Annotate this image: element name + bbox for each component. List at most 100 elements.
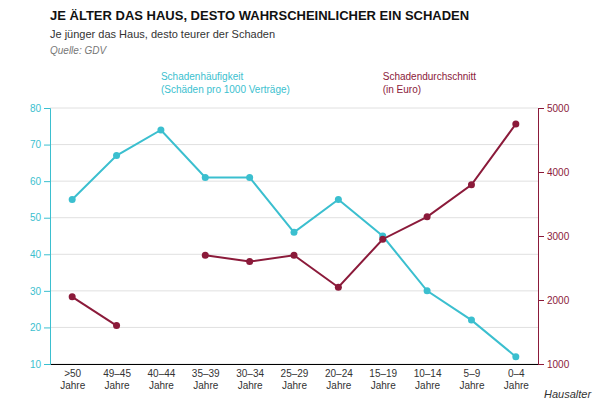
tick-mark bbox=[44, 181, 50, 182]
y-axis: 1020304050607080 bbox=[30, 103, 51, 370]
marks bbox=[69, 121, 520, 361]
x-axis-title: Hausalter bbox=[544, 388, 592, 400]
tick-label-line: 49–45 bbox=[103, 368, 131, 379]
tick-label-line: Jahre bbox=[60, 380, 85, 391]
point bbox=[246, 174, 253, 181]
tick: 70 bbox=[30, 139, 50, 150]
tick-label-line: Jahre bbox=[371, 380, 396, 391]
tick: 20–24Jahre bbox=[325, 368, 353, 391]
tick: 4000 bbox=[538, 167, 570, 178]
tick-label: 70 bbox=[30, 139, 42, 150]
tick: 15–19Jahre bbox=[369, 368, 397, 391]
tick-label: 3000 bbox=[547, 231, 570, 242]
tick-label-line: Jahre bbox=[105, 380, 130, 391]
grid-line bbox=[50, 364, 538, 365]
tick-label-line: 40–44 bbox=[148, 368, 176, 379]
tick-mark bbox=[44, 291, 50, 292]
tick: 5000 bbox=[538, 103, 570, 114]
tick-mark bbox=[44, 364, 50, 365]
series bbox=[69, 121, 520, 330]
series-label-line: (in Euro) bbox=[383, 84, 421, 95]
grid-line bbox=[50, 144, 538, 145]
tick-mark bbox=[538, 108, 544, 109]
point bbox=[202, 252, 209, 259]
tick-mark bbox=[44, 108, 50, 109]
tick: 30–34Jahre bbox=[236, 368, 264, 391]
tick-mark bbox=[44, 218, 50, 219]
series-label-line: (Schäden pro 1000 Verträge) bbox=[161, 84, 290, 95]
point bbox=[468, 181, 475, 188]
point bbox=[246, 258, 253, 265]
grid-line bbox=[50, 181, 538, 182]
tick-label: 50 bbox=[30, 212, 42, 223]
tick-label: 1000 bbox=[547, 359, 570, 370]
tick-label-line: Jahre bbox=[282, 380, 307, 391]
tick-label-line: Jahre bbox=[415, 380, 440, 391]
tick: 40–44Jahre bbox=[148, 368, 176, 391]
chart: JE ÄLTER DAS HAUS, DESTO WAHRSCHEINLICHE… bbox=[0, 0, 606, 416]
subtitle: Je jünger das Haus, desto teurer der Sch… bbox=[50, 28, 275, 40]
tick: 25–29Jahre bbox=[281, 368, 309, 391]
point bbox=[291, 229, 298, 236]
tick-mark bbox=[538, 300, 544, 301]
tick-label: 2000 bbox=[547, 295, 570, 306]
x-axis: >50Jahre49–45Jahre40–44Jahre35–39Jahre30… bbox=[51, 365, 539, 391]
tick-label-line: Jahre bbox=[238, 380, 263, 391]
point bbox=[335, 196, 342, 203]
tick: 5–9Jahre bbox=[459, 368, 484, 391]
tick-label: 15–19Jahre bbox=[369, 368, 397, 391]
point bbox=[113, 322, 120, 329]
line bbox=[205, 124, 516, 287]
axis-line bbox=[539, 109, 545, 365]
tick: 50 bbox=[30, 212, 50, 223]
y2-axis: 1000 2000 3000 4000 5000 bbox=[538, 103, 570, 370]
tick: 2000 bbox=[538, 295, 570, 306]
tick: 3000 bbox=[538, 231, 570, 242]
tick-label-line: Jahre bbox=[504, 380, 529, 391]
tick-label-line: >50 bbox=[64, 368, 81, 379]
grid bbox=[50, 108, 538, 364]
point bbox=[335, 284, 342, 291]
point bbox=[379, 236, 386, 243]
tick-label: 4000 bbox=[547, 167, 570, 178]
tick-label-line: 25–29 bbox=[281, 368, 309, 379]
grid-line bbox=[50, 108, 538, 109]
point bbox=[113, 152, 120, 159]
tick-label: 49–45Jahre bbox=[103, 368, 131, 391]
line bbox=[72, 297, 116, 326]
axis-line bbox=[44, 109, 51, 365]
tick-label: 20 bbox=[30, 322, 42, 333]
tick: 49–45Jahre bbox=[103, 368, 131, 391]
tick-label: 25–29Jahre bbox=[281, 368, 309, 391]
tick-mark bbox=[538, 172, 544, 173]
tick-label-line: 0–4 bbox=[508, 368, 525, 379]
tick-label: 10–14Jahre bbox=[414, 368, 442, 391]
series-label: Schadenhäufigkeit(Schäden pro 1000 Vertr… bbox=[161, 71, 290, 95]
point bbox=[69, 293, 76, 300]
tick-label-line: 5–9 bbox=[464, 368, 481, 379]
line bbox=[72, 130, 516, 357]
tick: 10 bbox=[30, 359, 50, 370]
tick: 40 bbox=[30, 249, 50, 260]
tick-label: 60 bbox=[30, 176, 42, 187]
tick-label-line: Jahre bbox=[326, 380, 351, 391]
series-label: Schadendurchschnitt(in Euro) bbox=[383, 71, 477, 95]
tick: 0–4Jahre bbox=[504, 368, 529, 391]
point bbox=[291, 252, 298, 259]
tick-label-line: 30–34 bbox=[236, 368, 264, 379]
annotation: Quelle: GDV bbox=[50, 45, 107, 56]
tick-label-line: 20–24 bbox=[325, 368, 353, 379]
tick-label-line: Jahre bbox=[459, 380, 484, 391]
tick: >50Jahre bbox=[60, 368, 85, 391]
tick-mark bbox=[538, 236, 544, 237]
grid-line bbox=[50, 327, 538, 328]
tick: 30 bbox=[30, 286, 50, 297]
tick-label-line: 35–39 bbox=[192, 368, 220, 379]
tick-label: 30 bbox=[30, 286, 42, 297]
series bbox=[69, 126, 520, 360]
tick: 35–39Jahre bbox=[192, 368, 220, 391]
tick-label-line: Jahre bbox=[193, 380, 218, 391]
point bbox=[512, 353, 519, 360]
tick-mark bbox=[44, 254, 50, 255]
point bbox=[157, 126, 164, 133]
